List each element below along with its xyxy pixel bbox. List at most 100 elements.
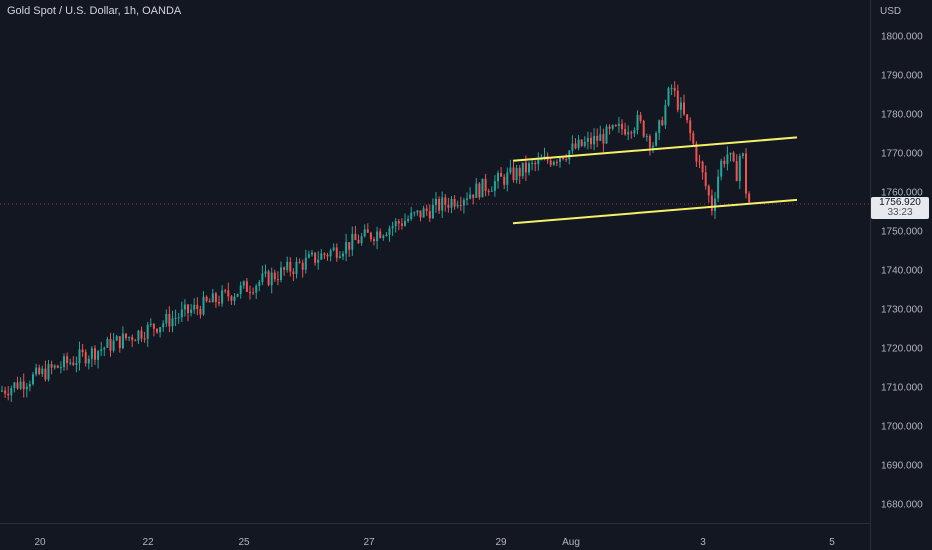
candle-body (512, 167, 515, 181)
candle-body (199, 308, 202, 315)
candle-body (555, 161, 558, 163)
candle-body (726, 154, 729, 165)
candle-body (134, 340, 137, 342)
candle-body (196, 304, 199, 309)
price-axis[interactable]: 1680.000 1690.000 1700.000 1710.000 1720.000… (881, 32, 923, 511)
candle-body (187, 304, 189, 313)
candle-body (289, 261, 292, 272)
candle-body (689, 120, 692, 134)
last-price-tag: 1756.920 33:23 (871, 197, 929, 219)
candle-body (118, 336, 121, 349)
candle-body (292, 271, 295, 274)
candle-body (673, 87, 676, 91)
candle-body (593, 135, 596, 145)
candle-body (624, 129, 627, 135)
candle-body (205, 296, 208, 301)
candle-body (500, 173, 503, 177)
candle-body (332, 247, 335, 251)
candle-body (28, 384, 31, 387)
candle-body (630, 132, 633, 134)
candle-body (602, 134, 605, 144)
candle-body (348, 242, 351, 250)
candle-body (218, 302, 220, 304)
candle-body (683, 102, 685, 115)
candle-body (509, 167, 512, 173)
candle-body (202, 296, 205, 315)
candle-body (165, 313, 168, 324)
trendlines-layer[interactable] (512, 136, 798, 225)
candle-body (596, 135, 599, 141)
candle-body (208, 300, 211, 303)
candle-body (692, 133, 695, 144)
candle-body (326, 254, 329, 257)
candle-body (571, 143, 574, 151)
candle-body (391, 226, 394, 229)
candle-body (44, 368, 47, 380)
candle-body (521, 162, 524, 177)
time-axis[interactable]: 20 22 25 27 29 Aug 3 5 (34, 537, 835, 548)
candle-body (627, 132, 630, 135)
candle-body (53, 365, 56, 368)
candle-body (748, 193, 751, 203)
candle-body (1, 390, 3, 392)
candle-body (214, 293, 217, 303)
candle-body (577, 139, 580, 149)
candle-body (462, 199, 465, 206)
candle-body (497, 173, 499, 182)
candle-body (13, 382, 16, 389)
candle-body (738, 156, 741, 182)
candle-body (41, 368, 44, 374)
price-tick-label: 1790.000 (881, 71, 923, 82)
price-tick-label: 1760.000 (881, 188, 923, 199)
candle-body (106, 338, 109, 348)
candle-body (670, 87, 673, 89)
candle-body (264, 271, 267, 274)
candle-body (295, 261, 298, 274)
candle-body (540, 159, 543, 161)
candle-body (658, 120, 661, 133)
candle-body (710, 195, 713, 211)
candle-body (357, 239, 360, 244)
candle-body (379, 231, 382, 238)
candle-body (741, 153, 744, 157)
candle-body (177, 317, 180, 319)
candle-body (159, 327, 162, 333)
candle-body (354, 233, 357, 240)
candle-body (537, 159, 540, 165)
candle-body (121, 333, 124, 349)
candle-body (267, 271, 270, 286)
candle-body (261, 273, 264, 282)
trend-line[interactable] (512, 136, 798, 162)
candle-body (664, 105, 667, 126)
candle-body (419, 210, 422, 218)
candle-body (152, 323, 155, 329)
candle-body (639, 114, 642, 121)
candle-body (162, 323, 165, 328)
candle-body (66, 356, 69, 364)
candle-body (503, 176, 506, 185)
candle-body (484, 178, 487, 191)
candle-body (614, 125, 617, 127)
candle-body (599, 134, 602, 141)
price-tick-label: 1720.000 (881, 344, 923, 355)
candle-body (714, 198, 716, 211)
candle-body (252, 292, 255, 294)
candle-body (562, 157, 565, 160)
candle-body (652, 145, 654, 148)
candle-body (425, 208, 428, 212)
candle-body (481, 178, 484, 198)
candle-body (385, 234, 388, 236)
candle-body (193, 304, 196, 310)
trend-line[interactable] (512, 198, 798, 225)
price-tick-label: 1690.000 (881, 461, 923, 472)
candle-body (171, 318, 174, 327)
candle-body (329, 250, 332, 257)
candle-body (307, 254, 310, 258)
candle-body (735, 161, 738, 182)
price-tick-label: 1800.000 (881, 32, 923, 43)
candle-body (400, 223, 403, 226)
candle-body (342, 253, 344, 257)
candle-body (559, 157, 561, 162)
candle-body (249, 291, 251, 293)
